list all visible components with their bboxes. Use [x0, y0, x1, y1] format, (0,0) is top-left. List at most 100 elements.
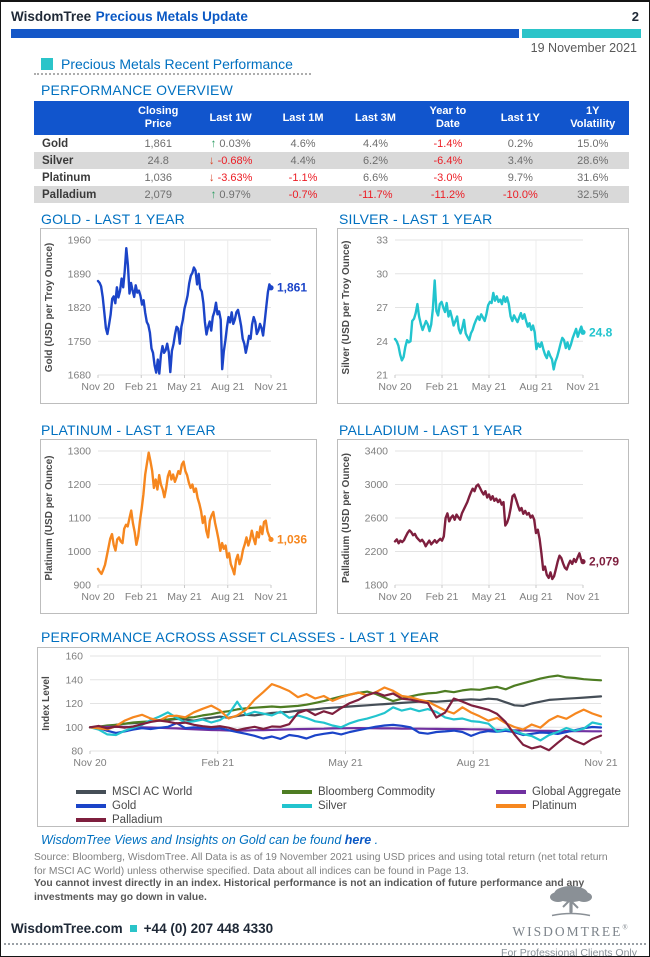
svg-text:May 21: May 21 [328, 757, 363, 769]
legend-item-global-aggregate: Global Aggregate [496, 786, 628, 798]
table-row-gold: Gold 1,861 ↑ 0.03% 4.6% 4.4% -1.4% 0.2% 15.0% [34, 135, 629, 152]
silver-chart-title: SILVER - LAST 1 YEAR [339, 211, 493, 227]
svg-text:Aug 21: Aug 21 [457, 757, 490, 769]
legend-label: Bloomberg Commodity [318, 786, 435, 798]
clients-note: For Professional Clients Only [501, 947, 637, 957]
report-date: 19 November 2021 [530, 41, 637, 55]
col-header-3: Last 1M [266, 101, 340, 135]
legend-label: MSCI AC World [112, 786, 193, 798]
legend-item-silver: Silver [282, 800, 496, 812]
svg-text:140: 140 [65, 674, 83, 686]
here-link[interactable]: here [344, 833, 372, 847]
value-cell-3: 3.4% [507, 154, 533, 167]
svg-text:Palladium (USD per Ounce): Palladium (USD per Ounce) [341, 453, 352, 583]
svg-text:Aug 21: Aug 21 [211, 381, 244, 393]
asset-classes-chart-title: PERFORMANCE ACROSS ASSET CLASSES - LAST … [41, 629, 440, 645]
legend-swatch-icon [76, 790, 106, 794]
svg-text:21: 21 [376, 370, 388, 382]
website-link[interactable]: WisdomTree.com [11, 921, 123, 936]
legend-item-platinum: Platinum [496, 800, 628, 812]
value-cell-0: 4.6% [290, 137, 316, 150]
svg-text:160: 160 [65, 651, 83, 663]
svg-text:Aug 21: Aug 21 [211, 591, 244, 603]
col-header-0 [34, 101, 122, 135]
table-row-platinum: Platinum 1,036 ↓ -3.63% -1.1% 6.6% -3.0% 9.7% 31… [34, 169, 629, 186]
svg-text:Nov 20: Nov 20 [378, 381, 411, 393]
registered-mark: ® [622, 923, 630, 932]
svg-text:3400: 3400 [365, 446, 389, 458]
platinum-chart-title: PLATINUM - LAST 1 YEAR [41, 422, 216, 438]
col-header-1: Closing Price [122, 101, 195, 135]
document-title: Precious Metals Update [95, 9, 248, 24]
down-arrow-icon: ↓ [208, 171, 215, 184]
legend-swatch-icon [282, 790, 312, 794]
teal-square-separator [129, 925, 137, 932]
chart-canvas: 21 24 27 30 33 Nov 20 Feb 21 May 21 Aug 21 Nov 21… [341, 235, 613, 394]
svg-text:Aug 21: Aug 21 [519, 381, 552, 393]
chart-canvas: 80 100 120 140 160 Nov 20 Feb 21 May 21 Aug 21 No… [41, 651, 618, 770]
svg-text:27: 27 [376, 302, 388, 314]
legend-item-bloomberg-commodity: Bloomberg Commodity [282, 786, 496, 798]
footer-dotted-divider [4, 943, 646, 945]
table-row-silver: Silver 24.8 ↓ -0.68% 4.4% 6.2% -6.4% 3.4% 28.6% [34, 152, 629, 169]
masthead: WisdomTree Precious Metals Update [11, 8, 248, 26]
disclaimer-note: You cannot invest directly in an index. … [34, 878, 585, 903]
legend-label: Silver [318, 800, 347, 812]
svg-text:Aug 21: Aug 21 [519, 591, 552, 603]
svg-text:Silver (USD per Troy Ounce): Silver (USD per Troy Ounce) [341, 241, 352, 375]
chart-legend: MSCI AC World Bloomberg Commodity Global A… [38, 786, 628, 826]
gold-chart-title: GOLD - LAST 1 YEAR [41, 211, 185, 227]
teal-square-bullet [41, 58, 53, 70]
svg-text:1750: 1750 [68, 336, 92, 348]
svg-text:2200: 2200 [365, 546, 389, 558]
views-line: WisdomTree Views and Insights on Gold ca… [41, 833, 378, 847]
svg-text:1,861: 1,861 [277, 281, 307, 295]
svg-text:May 21: May 21 [167, 591, 202, 603]
svg-text:1890: 1890 [68, 268, 92, 280]
col-header-2: Last 1W [194, 101, 267, 135]
value-cell-3: 9.7% [507, 171, 533, 184]
svg-text:2,079: 2,079 [589, 555, 619, 569]
wisdomtree-logo: WISDOMTREE® [509, 884, 633, 941]
value-cell-4: 32.5% [577, 188, 609, 201]
svg-text:Feb 21: Feb 21 [201, 757, 234, 769]
legend-swatch-icon [76, 818, 106, 822]
last-1w: ↓ -0.68% [208, 154, 253, 167]
value-cell-0: 4.4% [290, 154, 316, 167]
legend-label: Gold [112, 800, 137, 812]
svg-text:900: 900 [73, 580, 91, 592]
svg-text:Nov 21: Nov 21 [254, 381, 287, 393]
value-cell-0: -0.7% [288, 188, 318, 201]
svg-text:1100: 1100 [68, 513, 91, 525]
up-arrow-icon: ↑ [210, 137, 217, 150]
svg-text:30: 30 [376, 268, 388, 280]
value-cell-1: 6.6% [362, 171, 389, 184]
section-header: Precious Metals Recent Performance [41, 56, 293, 72]
col-header-7: 1Y Volatility [556, 101, 629, 135]
value-cell-3: 0.2% [507, 137, 533, 150]
dotted-divider [34, 73, 311, 75]
phone-number: +44 (0) 207 448 4330 [143, 921, 274, 936]
svg-text:Nov 20: Nov 20 [81, 381, 114, 393]
value-cell-2: -6.4% [433, 154, 463, 167]
closing-price: 1,861 [144, 137, 172, 150]
value-cell-2: -3.0% [433, 171, 463, 184]
svg-text:1960: 1960 [68, 235, 92, 247]
section-title: Precious Metals Recent Performance [61, 56, 293, 72]
asset-classes-chart: 80 100 120 140 160 Nov 20 Feb 21 May 21 Aug 21 No… [37, 647, 629, 827]
value-cell-4: 15.0% [577, 137, 609, 150]
last-1w: ↑ 0.03% [210, 137, 251, 150]
header-rule-teal [522, 29, 641, 38]
legend-label: Global Aggregate [532, 786, 621, 798]
col-header-5: Year to Date [411, 101, 485, 135]
svg-text:24: 24 [376, 336, 388, 348]
chart-canvas: 1680 1750 1820 1890 1960 Nov 20 Feb 21 May 21 Au… [44, 235, 307, 394]
silver-chart: 21 24 27 30 33 Nov 20 Feb 21 May 21 Aug 21 Nov 21… [337, 228, 629, 404]
value-cell-4: 31.6% [577, 171, 609, 184]
contact-line: WisdomTree.com +44 (0) 207 448 4330 [11, 921, 273, 936]
metal-label: Silver [42, 154, 74, 167]
svg-text:Nov 21: Nov 21 [254, 591, 287, 603]
svg-text:1,036: 1,036 [277, 532, 307, 546]
views-suffix: . [371, 833, 379, 847]
